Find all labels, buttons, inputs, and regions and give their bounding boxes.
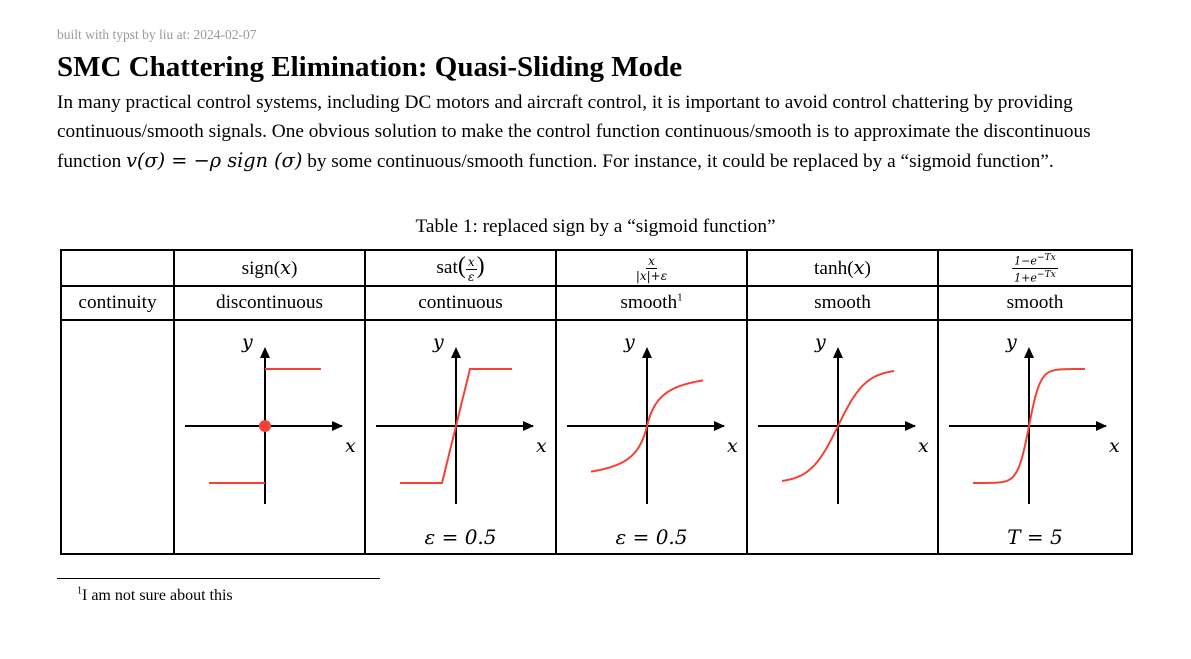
y-axis-label: y <box>1005 331 1017 353</box>
y-arrow-icon <box>833 347 843 358</box>
plot-empty-cell <box>60 319 175 555</box>
header-exp-ratio: 1−e−Tx 1+e−Tx <box>937 249 1133 287</box>
origin-point <box>259 420 271 432</box>
header-tanh: tanh(x) <box>746 249 939 287</box>
footnote: 1I am not sure about this <box>77 585 233 605</box>
footnote-text: I am not sure about this <box>82 587 233 604</box>
x-axis-label: x <box>1109 435 1120 457</box>
plot-sign: xy <box>185 331 356 504</box>
param-ratio: ε = 0.5 <box>615 525 688 549</box>
x-arrow-icon <box>523 421 534 431</box>
header-row: sign(x) sat(x ε) x |x|+ε tanh(x) 1−e−Tx 1+e… <box>60 249 1133 287</box>
intro-text-part2: by some continuous/smooth function. For … <box>302 151 1054 172</box>
curve <box>973 368 1085 484</box>
x-arrow-icon <box>905 421 916 431</box>
curve <box>781 370 895 482</box>
plot-tanh: xy <box>758 331 929 504</box>
x-axis-label: x <box>727 435 738 457</box>
header-sat: sat(x ε) <box>364 249 557 287</box>
continuity-tanh: smooth <box>746 285 939 321</box>
y-arrow-icon <box>260 347 270 358</box>
curve <box>400 368 512 484</box>
plot-exp-ratio: xy <box>949 331 1120 504</box>
param-sat: ε = 0.5 <box>424 525 497 549</box>
footnote-rule <box>57 578 380 579</box>
continuity-row: continuity discontinuous continuous smoo… <box>60 285 1133 321</box>
header-corner-cell <box>60 249 175 287</box>
intro-paragraph: In many practical control systems, inclu… <box>57 88 1137 176</box>
x-axis-label: x <box>536 435 547 457</box>
x-axis-label: x <box>345 435 356 457</box>
param-exp-ratio: T = 5 <box>1007 525 1063 549</box>
page-title: SMC Chattering Elimination: Quasi-Slidin… <box>57 51 683 83</box>
y-arrow-icon <box>642 347 652 358</box>
continuity-sat: continuous <box>364 285 557 321</box>
continuity-sign: discontinuous <box>173 285 366 321</box>
footnote-marker[interactable]: 1 <box>677 291 683 304</box>
build-meta: built with typst by liu at: 2024-02-07 <box>57 27 257 42</box>
curve <box>590 379 704 473</box>
y-axis-label: y <box>814 331 826 353</box>
intro-formula: v(σ) = −ρ sign (σ) <box>126 149 303 172</box>
header-ratio: x |x|+ε <box>555 249 748 287</box>
table-caption: Table 1: replaced sign by a “sigmoid fun… <box>415 216 776 237</box>
comparison-table: sign(x) sat(x ε) x |x|+ε tanh(x) 1−e−Tx 1+e… <box>60 249 1133 555</box>
intro-text-part1: In many practical control systems, inclu… <box>57 92 1091 172</box>
x-axis-label: x <box>918 435 929 457</box>
footnote-number: 1 <box>77 585 82 597</box>
plot-sat: xy <box>376 331 547 504</box>
continuity-exp-ratio: smooth <box>937 285 1133 321</box>
continuity-ratio: smooth1 <box>555 285 748 321</box>
y-axis-label: y <box>241 331 253 353</box>
row-label-continuity: continuity <box>60 285 175 321</box>
y-axis-label: y <box>623 331 635 353</box>
y-arrow-icon <box>1024 347 1034 358</box>
header-sign: sign(x) <box>173 249 366 287</box>
y-axis-label: y <box>432 331 444 353</box>
x-arrow-icon <box>714 421 725 431</box>
x-arrow-icon <box>1096 421 1107 431</box>
plot-ratio: xy <box>567 331 738 504</box>
y-arrow-icon <box>451 347 461 358</box>
x-arrow-icon <box>332 421 343 431</box>
